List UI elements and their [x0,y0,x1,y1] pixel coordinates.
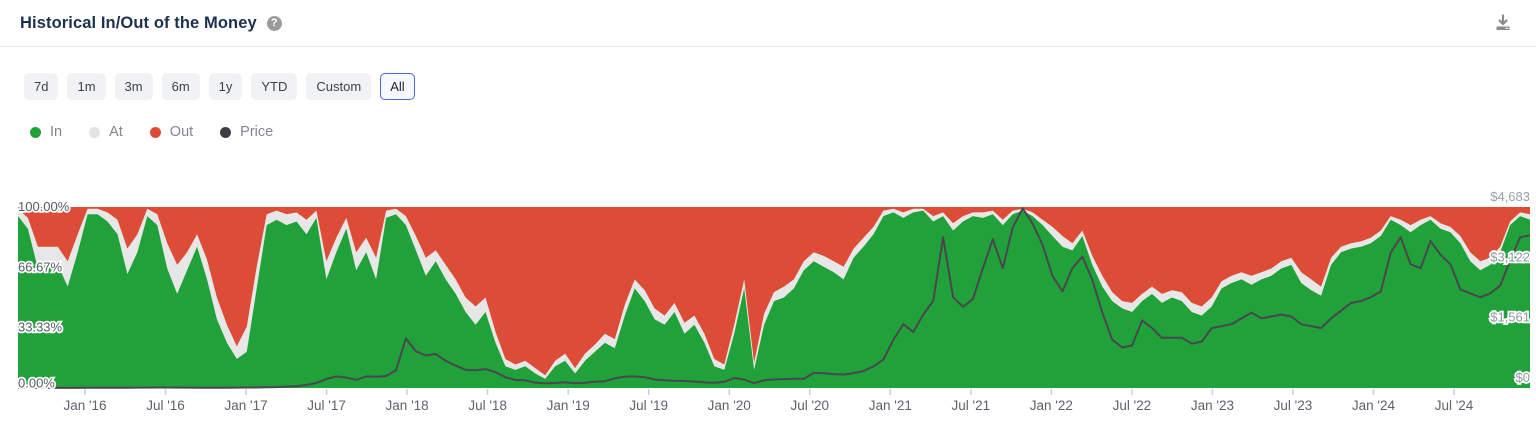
range-button-7d[interactable]: 7d [24,73,59,100]
y-axis-left-label: 66.67% [18,259,63,274]
y-axis-left-label: 0.00% [18,375,55,390]
legend-label: At [109,124,123,140]
x-axis-tick-label: Jan '19 [547,398,590,413]
y-axis-right-label: $4,683 [1490,190,1530,204]
x-axis-tick-label: Jan '20 [708,398,751,413]
x-axis-tick-label: Jan '16 [63,398,106,413]
x-axis-tick-label: Jul '20 [790,398,829,413]
x-axis-tick-label: Jul '17 [307,398,346,413]
help-icon[interactable]: ? [266,15,282,31]
legend-item-out[interactable]: Out [149,124,194,140]
legend-item-at[interactable]: At [89,124,123,140]
range-button-ytd[interactable]: YTD [251,73,298,100]
price-line [18,207,1531,389]
x-axis-tick-label: Jan '21 [869,398,912,413]
x-axis-tick-label: Jul '22 [1113,398,1152,413]
y-axis-left-label: 100.00% [18,199,70,214]
area-in [18,210,1530,388]
at-dot-icon [89,126,101,138]
y-axis-left-label: 33.33% [18,320,63,335]
legend-label: Price [240,124,274,140]
range-button-1m[interactable]: 1m [67,73,106,100]
y-axis-right-label: $1,561 [1490,310,1530,325]
range-button-all[interactable]: All [380,73,415,100]
x-axis-tick-label: Jan '18 [386,398,429,413]
x-axis-tick-label: Jul '24 [1435,398,1474,413]
inout-chart[interactable]: Jan '16 Jul '16 Jan '17 Jul '17 Jan '18 Jul '… [0,189,1536,430]
range-button-3m[interactable]: 3m [114,73,153,100]
range-button-6m[interactable]: 6m [161,73,200,100]
range-toolbar: 7d 1m 3m 6m 1y YTD Custom All [0,47,1536,100]
x-axis-tick-label: Jan '22 [1030,398,1073,413]
legend-item-in[interactable]: In [30,124,62,140]
out-dot-icon [149,126,161,138]
legend-label: In [50,124,63,140]
in-dot-icon [30,126,41,138]
legend-label: Out [169,124,194,140]
y-axis-right-label: $3,122 [1490,249,1530,264]
x-axis-tick-label: Jul '21 [952,398,991,413]
y-axis-right-label: $0 [1516,370,1530,385]
x-axis-tick-label: Jan '17 [224,398,267,413]
range-button-1y[interactable]: 1y [208,73,243,100]
chart-legend: In At Out Price [0,100,1536,140]
header-row: Historical In/Out of the Money ? [0,0,1536,47]
range-button-custom[interactable]: Custom [306,73,372,100]
download-button[interactable] [1492,12,1514,34]
x-axis-tick-label: Jan '24 [1352,398,1396,413]
x-axis-tick-label: Jul '18 [468,398,507,413]
x-axis-tick-label: Jul '19 [629,398,668,413]
page-title: Historical In/Out of the Money [20,13,257,32]
x-axis-tick-label: Jul '23 [1274,398,1313,413]
legend-item-price[interactable]: Price [220,124,273,140]
download-icon [1496,14,1510,30]
x-axis-tick-label: Jul '16 [146,398,185,413]
price-dot-icon [220,126,232,138]
x-axis-tick-label: Jan '23 [1191,398,1234,413]
